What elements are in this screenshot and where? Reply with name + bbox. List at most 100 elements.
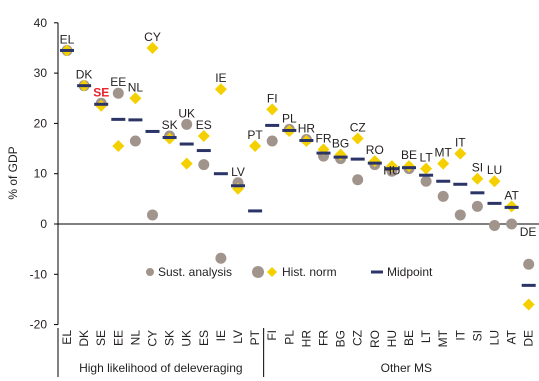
sust-analysis-point	[420, 175, 432, 187]
sust-analysis-point	[506, 218, 518, 230]
y-tick-label: -10	[30, 267, 48, 281]
point-label: IT	[455, 136, 466, 150]
sust-analysis-point	[147, 209, 158, 221]
x-tick-label: IT	[453, 329, 467, 340]
legend-midpoint-label: Midpoint	[387, 265, 433, 279]
point-label: DE	[520, 225, 537, 239]
x-tick-label: LV	[231, 330, 245, 344]
x-tick-label: SK	[163, 330, 177, 346]
y-axis: -20 -10 0 10 20 30 40	[30, 16, 59, 332]
y-tick-label: 20	[34, 116, 48, 130]
hist-norm-point	[351, 132, 364, 145]
hist-norm-point	[437, 157, 450, 170]
x-tick-label: BE	[402, 330, 416, 346]
point-label: FR	[316, 132, 332, 146]
x-tick-label: HU	[385, 330, 399, 347]
sust-analysis-point	[181, 118, 193, 130]
point-label: CY	[144, 30, 161, 44]
point-label: PL	[282, 111, 297, 125]
sust-analysis-point	[266, 135, 278, 147]
point-label: FI	[267, 91, 278, 105]
point-label: RO	[366, 143, 384, 157]
x-tick-label: FR	[317, 330, 331, 346]
y-tick-label: 0	[40, 217, 47, 231]
sust-analysis-point	[198, 159, 210, 171]
point-label: HU	[383, 164, 400, 178]
x-tick-label: CZ	[351, 330, 365, 346]
hist-norm-point	[180, 157, 193, 170]
x-tick-label: FI	[265, 330, 279, 341]
point-label: MT	[435, 146, 453, 160]
point-label: DK	[76, 68, 93, 82]
point-label: NL	[128, 80, 144, 94]
x-tick-label: CY	[146, 330, 160, 347]
x-tick-label: LT	[419, 329, 433, 343]
hist-norm-point	[420, 162, 433, 175]
point-label: EE	[110, 75, 126, 89]
x-tick-label: IE	[214, 330, 228, 341]
legend-sust-analysis-label: Sust. analysis	[158, 265, 232, 279]
point-label: AT	[504, 188, 519, 202]
x-tick-label: PL	[282, 330, 296, 345]
hist-norm-point	[488, 175, 501, 188]
point-label: IE	[215, 71, 226, 85]
point-label: SK	[162, 118, 178, 132]
hist-norm-point	[522, 298, 535, 311]
y-axis-label: % of GDP	[6, 146, 20, 199]
sust-analysis-point	[352, 174, 364, 186]
x-tick-label: NL	[128, 330, 142, 346]
x-tick-label: SI	[470, 330, 484, 341]
group-brackets: High likelihood of deleveraging Other MS	[57, 328, 432, 377]
sust-analysis-point	[215, 252, 227, 264]
sust-analysis-series	[61, 44, 535, 270]
x-tick-label: BG	[334, 330, 348, 347]
hist-norm-point	[249, 140, 262, 153]
midpoint-series	[60, 48, 536, 287]
legend-hist-norm-marker-circle	[252, 266, 264, 278]
x-tick-label: UK	[180, 330, 194, 347]
y-tick-label: -20	[30, 318, 48, 332]
legend-sust-analysis-marker	[146, 268, 154, 276]
hist-norm-point	[112, 140, 125, 153]
point-label: LV	[231, 165, 245, 179]
hist-norm-point	[129, 92, 142, 105]
hist-norm-point	[214, 83, 227, 96]
point-label: BG	[332, 137, 349, 151]
point-label: SI	[472, 161, 483, 175]
point-label: ES	[196, 118, 212, 132]
legend-hist-norm-marker	[267, 267, 277, 277]
x-tick-label: ES	[197, 330, 211, 346]
sust-analysis-point	[523, 258, 535, 270]
hist-norm-point	[266, 103, 279, 116]
point-label: LU	[487, 163, 502, 177]
point-label: PT	[247, 128, 263, 142]
hist-norm-point	[471, 172, 484, 185]
sust-analysis-point	[112, 87, 124, 99]
y-tick-label: 30	[34, 66, 48, 80]
x-tick-label: RO	[368, 330, 382, 348]
point-label: UK	[178, 106, 195, 120]
sust-analysis-point	[129, 135, 141, 147]
point-label: CZ	[350, 120, 366, 134]
legend: Sust. analysis Hist. norm Midpoint	[146, 265, 433, 279]
sust-analysis-point	[454, 209, 466, 221]
point-label: LT	[420, 151, 434, 165]
y-tick-label: 10	[34, 167, 48, 181]
x-tick-label: SE	[94, 330, 108, 346]
x-tick-label: PT	[248, 329, 262, 345]
group-label: High likelihood of deleveraging	[79, 361, 242, 375]
point-label: SE	[93, 85, 109, 99]
point-label: HR	[298, 121, 316, 135]
x-tick-label: MT	[436, 329, 450, 347]
x-tick-label: DE	[522, 330, 536, 347]
x-tick-label: AT	[505, 329, 519, 344]
sust-analysis-point	[489, 220, 500, 232]
point-label: EL	[60, 32, 75, 46]
y-tick-label: 40	[34, 16, 48, 30]
hist-norm-point	[146, 41, 159, 54]
x-tick-label: HR	[299, 330, 313, 348]
x-tick-label: EE	[111, 330, 125, 346]
sust-analysis-point	[437, 190, 449, 202]
